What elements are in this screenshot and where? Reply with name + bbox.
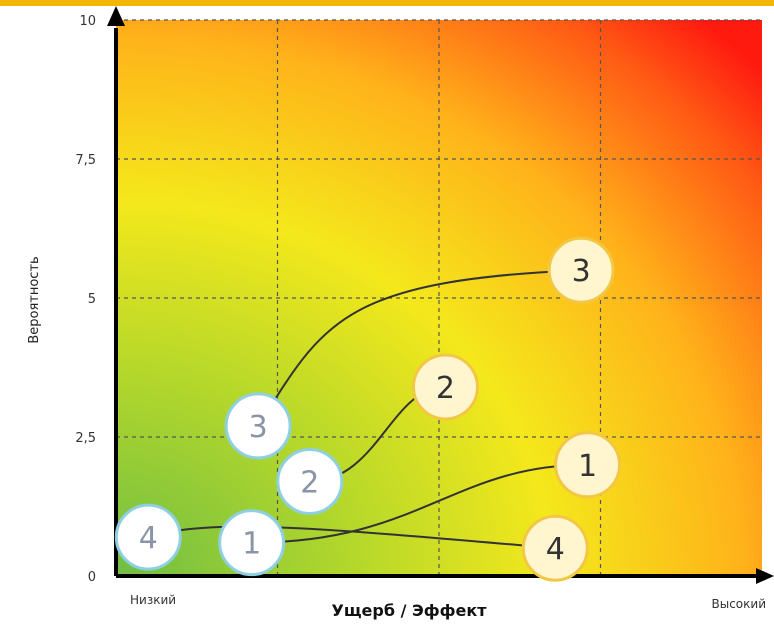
marker-label-end-3: 3	[572, 254, 591, 289]
marker-label-end-4: 4	[546, 532, 565, 567]
marker-start-1	[218, 509, 286, 577]
y-axis-label: Вероятность	[27, 256, 42, 343]
axes	[107, 6, 774, 584]
y-tick-label: 0	[88, 570, 96, 585]
marker-label-start-3: 3	[249, 410, 268, 445]
marker-label-start-2: 2	[300, 465, 319, 500]
top-accent-bar	[0, 0, 774, 6]
marker-label-end-2: 2	[436, 371, 455, 406]
y-axis-arrow	[107, 6, 125, 26]
x-axis-label: Ущерб / Эффект	[332, 601, 488, 620]
marker-label-end-1: 1	[578, 449, 597, 484]
marker-start-3	[224, 392, 292, 460]
y-tick-label: 5	[88, 292, 96, 307]
trajectory-line-1	[251, 463, 588, 544]
y-tick-label: 10	[79, 14, 96, 29]
marker-end-4	[521, 514, 589, 582]
grid-lines	[116, 19, 762, 576]
x-low-label: Низкий	[130, 593, 176, 607]
marker-label-start-4: 4	[139, 521, 158, 556]
marker-label-start-1: 1	[242, 527, 261, 562]
x-high-label: Высокий	[712, 597, 767, 611]
marker-end-2	[411, 353, 479, 421]
y-tick-label: 2,5	[75, 431, 96, 446]
marker-end-1	[554, 431, 622, 499]
y-tick-label: 7,5	[75, 153, 96, 168]
marker-end-3	[547, 236, 615, 304]
marker-start-4	[114, 503, 182, 571]
marker-start-2	[276, 447, 344, 515]
trajectory-line-3	[257, 269, 582, 427]
x-axis-arrow	[756, 568, 774, 584]
y-tick-labels: 0 2,5 5 7,5 10	[75, 14, 96, 585]
